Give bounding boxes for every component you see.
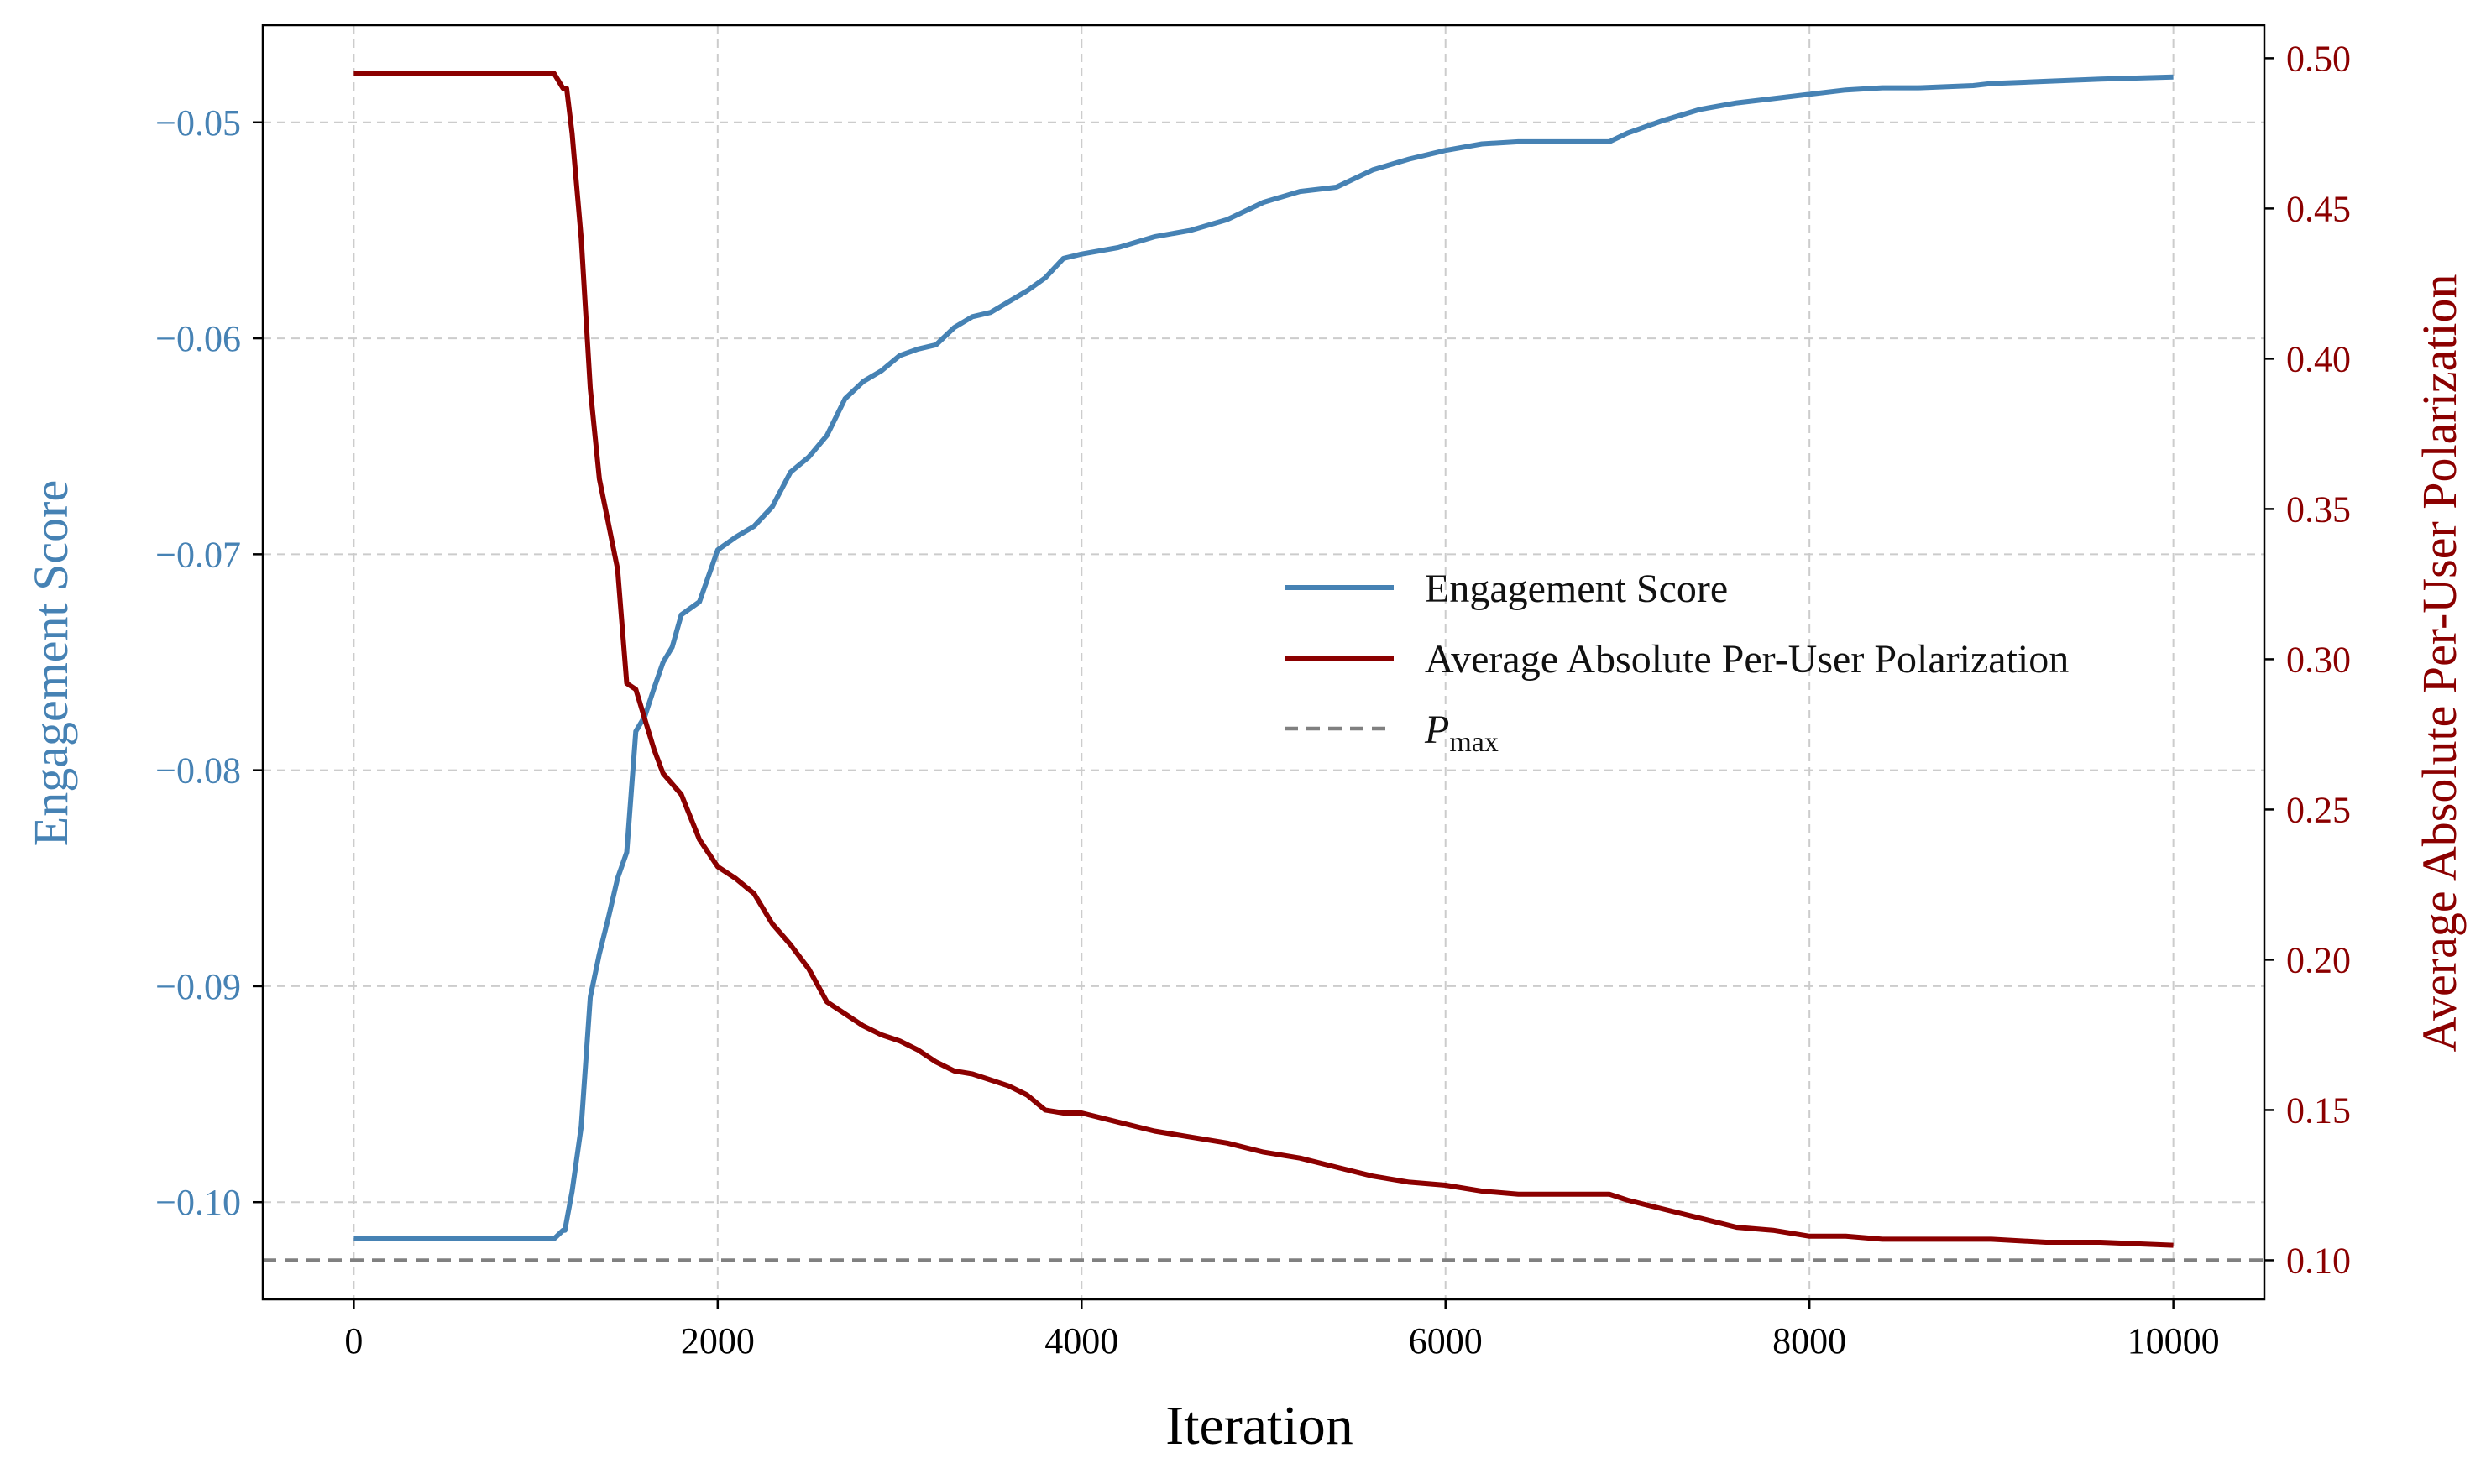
right-tick-label: 0.50 <box>2286 38 2351 79</box>
right-tick-label: 0.25 <box>2286 789 2351 830</box>
pmax-subscript: max <box>1449 727 1499 758</box>
right-tick-label: 0.10 <box>2286 1240 2351 1281</box>
right-tick-label: 0.40 <box>2286 338 2351 379</box>
right-tick-label: 0.35 <box>2286 489 2351 530</box>
x-tick-label: 4000 <box>1044 1320 1118 1361</box>
right-tick-label: 0.45 <box>2286 188 2351 229</box>
left-tick-label: −0.05 <box>155 102 241 144</box>
engagement-score-line <box>353 74 2174 1241</box>
x-tick-label: 6000 <box>1409 1320 1483 1361</box>
right-tick-label: 0.20 <box>2286 939 2351 980</box>
left-tick-label: −0.08 <box>155 750 241 792</box>
x-tick-label: 0 <box>344 1320 363 1361</box>
legend: Engagement Score Average Absolute Per-Us… <box>1285 567 2069 758</box>
pmax-symbol: P <box>1424 708 1449 752</box>
x-tick-label: 2000 <box>681 1320 755 1361</box>
right-y-axis-label: Average Absolute Per-User Polarization <box>2412 274 2467 1052</box>
left-tick-label: −0.09 <box>155 966 241 1007</box>
right-tick-label: 0.30 <box>2286 639 2351 680</box>
x-axis-label: Iteration <box>1165 1395 1353 1456</box>
x-tick-label: 10000 <box>2127 1320 2220 1361</box>
plot-lines <box>263 71 2264 1262</box>
grid <box>263 25 2264 1299</box>
right-y-axis: 0.50 0.45 0.40 0.35 0.30 0.25 0.20 0.15 0.10 <box>2264 38 2351 1281</box>
x-axis: 0 2000 4000 6000 8000 10000 <box>344 1299 2220 1361</box>
plot-frame <box>261 24 2266 1301</box>
legend-label-pmax: Pmax <box>1424 708 1499 758</box>
left-tick-label: −0.06 <box>155 318 241 359</box>
right-tick-label: 0.15 <box>2286 1089 2351 1131</box>
left-tick-label: −0.10 <box>155 1182 241 1223</box>
left-y-axis: −0.05 −0.06 −0.07 −0.08 −0.09 −0.10 <box>155 102 263 1223</box>
left-tick-label: −0.07 <box>155 534 241 575</box>
x-tick-label: 8000 <box>1772 1320 1846 1361</box>
polarization-line <box>353 71 2174 1248</box>
legend-label-polarization: Average Absolute Per-User Polarization <box>1425 637 2069 682</box>
left-y-axis-label: Engagement Score <box>24 480 78 846</box>
legend-label-engagement: Engagement Score <box>1425 567 1728 611</box>
